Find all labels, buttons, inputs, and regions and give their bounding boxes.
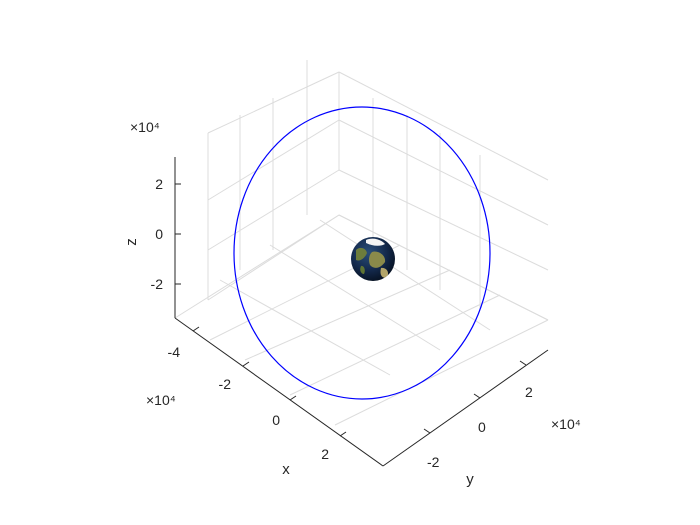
y-tick: [519, 360, 527, 366]
grid-line: [289, 294, 501, 396]
z-tick-label: 0: [155, 226, 163, 242]
grid-line: [269, 244, 441, 351]
grid-line: [338, 169, 549, 271]
grid-line: [338, 71, 549, 181]
y-tick-label: 0: [478, 419, 486, 435]
x-tick: [242, 361, 250, 367]
z-tick-label: 2: [155, 176, 163, 192]
x-tick: [289, 395, 297, 401]
x-exponent-label: ×10⁴: [146, 392, 176, 408]
axes: [174, 157, 549, 467]
grid-line: [174, 214, 340, 319]
x-tick-labels: -4 -2 0 2: [168, 344, 330, 462]
grid: [174, 60, 549, 426]
z-axis-label: z: [123, 238, 140, 246]
orbit-path: [233, 106, 491, 400]
grid-line: [244, 269, 451, 361]
z-tick-label: -2: [151, 276, 164, 292]
x-axis-label: x: [282, 461, 290, 478]
x-axis-line: [174, 317, 384, 467]
earth-icon: [351, 237, 395, 281]
grid-line: [219, 279, 391, 376]
grid-line: [338, 214, 549, 321]
grid-line: [207, 119, 340, 201]
x-tick-label: -4: [168, 344, 181, 360]
x-tick-label: 0: [272, 412, 280, 428]
grid-line: [207, 169, 340, 251]
y-tick-labels: -2 0 2: [427, 384, 533, 470]
grid-line: [207, 71, 340, 134]
y-tick-label: 2: [525, 384, 533, 400]
x-tick: [192, 326, 200, 332]
grid-line: [319, 219, 491, 331]
y-exponent-label: ×10⁴: [551, 416, 581, 432]
z-exponent-label: ×10⁴: [130, 119, 160, 135]
z-tick-labels: 2 0 -2: [151, 176, 164, 292]
y-axis-label: y: [466, 471, 474, 488]
x-tick-label: 2: [321, 446, 329, 462]
y-tick: [423, 428, 431, 434]
x-tick-label: -2: [219, 376, 232, 392]
y-tick-label: -2: [427, 454, 440, 470]
grid-line: [334, 319, 549, 426]
y-tick: [473, 393, 481, 399]
grid-line: [338, 119, 549, 226]
x-tick: [339, 431, 347, 437]
y-axis-line: [382, 349, 549, 467]
